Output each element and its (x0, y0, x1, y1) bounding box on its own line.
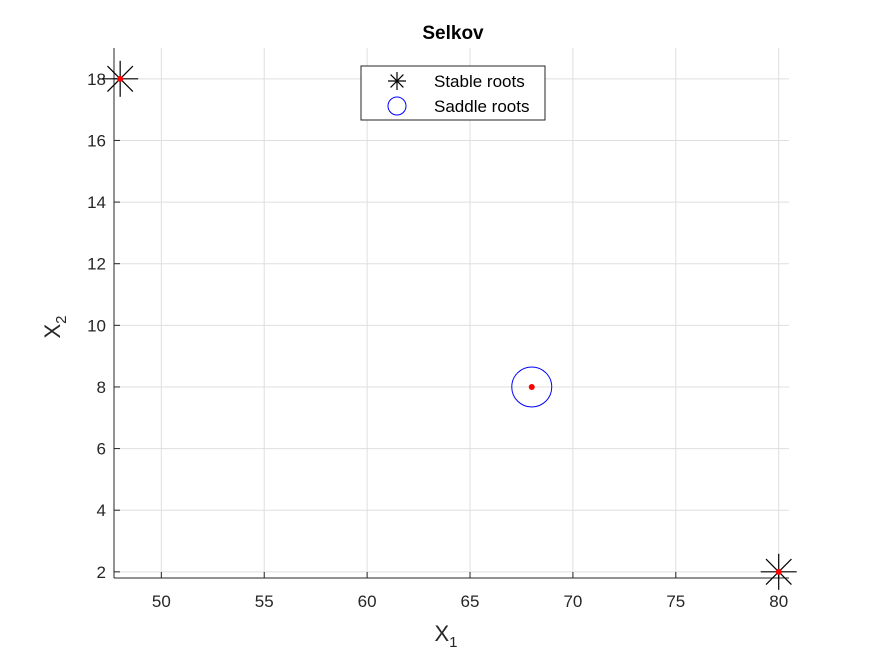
x-tick-label: 55 (255, 592, 274, 611)
legend-label-stable: Stable roots (434, 72, 525, 91)
data-marks (102, 60, 797, 590)
x-tick-label: 70 (563, 592, 582, 611)
y-tick-label: 8 (97, 378, 106, 397)
y-tick-label: 12 (87, 255, 106, 274)
y-tick-label: 2 (97, 563, 106, 582)
chart-title: Selkov (422, 23, 484, 44)
x-tick-label: 60 (358, 592, 377, 611)
x-axis-label: X1 (434, 621, 457, 651)
tick-labels: 50 55 60 65 70 75 80 2 4 6 8 10 12 14 16 18 (87, 70, 788, 611)
y-tick-label: 10 (87, 316, 106, 335)
y-tick-label: 16 (87, 131, 106, 150)
x-tick-label: 75 (666, 592, 685, 611)
legend-marker-saddle (387, 96, 407, 116)
legend: Stable roots Saddle roots (360, 65, 546, 121)
y-tick-label: 6 (97, 440, 106, 459)
y-axis-label-group: X2 (40, 315, 70, 338)
y-tick-label: 14 (87, 193, 106, 212)
x-tick-label: 80 (769, 592, 788, 611)
grid (114, 48, 789, 578)
x-tick-label: 50 (152, 592, 171, 611)
root-dot (775, 568, 782, 575)
x-tick-label: 65 (461, 592, 480, 611)
legend-marker-stable (388, 72, 406, 90)
legend-label-saddle: Saddle roots (434, 97, 529, 116)
axes (113, 48, 789, 579)
y-tick-label: 4 (97, 501, 106, 520)
y-tick-label: 18 (87, 70, 106, 89)
y-axis-label: X2 (40, 315, 70, 338)
root-dot (117, 75, 124, 82)
saddle-root-marker (511, 366, 553, 408)
root-dot (528, 383, 535, 390)
